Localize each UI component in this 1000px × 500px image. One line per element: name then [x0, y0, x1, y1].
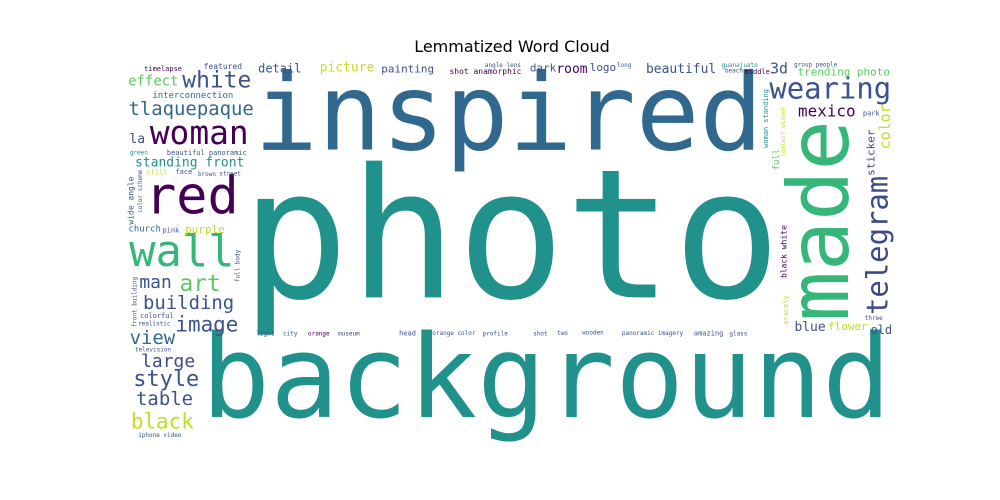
- word-brown: brown: [198, 171, 216, 178]
- word-white: white: [182, 68, 251, 94]
- word-full: full: [772, 149, 782, 171]
- word-painting: painting: [381, 62, 434, 75]
- word-still: still: [146, 168, 167, 176]
- word-3d: 3d: [770, 59, 788, 77]
- word-inspired: inspired: [254, 52, 763, 175]
- word-middle: middle: [745, 68, 770, 76]
- word-trending-photo: trending photo: [798, 66, 890, 79]
- word-effect: effect: [128, 74, 178, 90]
- word-two: two: [557, 330, 568, 337]
- word-photo: photo: [241, 131, 781, 340]
- word-wooden: wooden: [582, 330, 604, 337]
- word-detail: detail: [258, 61, 301, 75]
- word-beautiful-panoramic: beautiful panoramic: [167, 149, 247, 157]
- word-room: room: [556, 62, 587, 77]
- word-park: park: [863, 110, 881, 118]
- word-face: face: [175, 168, 192, 176]
- word-logo: logo: [590, 61, 616, 74]
- word-front-building: front building: [131, 277, 138, 328]
- word-style: style: [133, 367, 199, 392]
- word-art: art: [179, 271, 220, 297]
- word-image: image: [175, 312, 238, 336]
- word-long: long: [617, 62, 632, 69]
- word-full-body: full body: [235, 249, 242, 282]
- word-picture: picture: [320, 61, 375, 76]
- word-glass: glass: [729, 330, 747, 337]
- word-dark: dark: [530, 62, 557, 75]
- word-amazing: amazing: [694, 329, 723, 337]
- word-panoramic-imagery: panoramic imagery: [622, 330, 684, 337]
- word-interconnection: interconnection: [152, 91, 233, 101]
- word-background: background: [201, 311, 891, 445]
- word-shot-anamorphic: shot anamorphic: [449, 67, 521, 76]
- word-television: television: [135, 347, 171, 354]
- word-shot: shot: [533, 330, 548, 337]
- word-orange: orange: [308, 331, 330, 338]
- word-profile: profile: [483, 331, 509, 338]
- word-aracely: aracely: [782, 295, 790, 324]
- word-woman: woman: [150, 113, 249, 152]
- word-wide-angle: wide angle: [127, 176, 136, 224]
- word-man: man: [139, 272, 171, 293]
- chart-title: Lemmatized Word Cloud: [414, 37, 610, 56]
- word-light: light: [256, 330, 274, 337]
- word-group-people: group people: [794, 62, 838, 69]
- word-building: building: [143, 292, 234, 314]
- word-sticker: sticker: [864, 129, 877, 176]
- word-standing-front: standing front: [135, 155, 244, 170]
- word-head: head: [399, 329, 416, 337]
- word-street: street: [219, 171, 241, 178]
- word-beautiful: beautiful: [646, 62, 716, 77]
- word-colorful: colorful: [140, 312, 174, 320]
- word-contest-winner: contest winner: [780, 106, 787, 157]
- word-timelapse: timelapse: [144, 65, 182, 73]
- word-telegram: telegram: [861, 176, 895, 315]
- word-guanajuato: guanajuato: [722, 62, 758, 69]
- word-wall: wall: [129, 226, 235, 277]
- word-angle-lens: angle lens: [485, 62, 521, 69]
- word-woman-standing: woman standing: [762, 89, 770, 148]
- word-large: large: [141, 351, 195, 372]
- word-view: view: [130, 327, 176, 349]
- word-red: red: [145, 166, 239, 226]
- word-featured: featured: [204, 62, 243, 71]
- word-black: black: [131, 409, 194, 433]
- word-old: old: [870, 323, 892, 337]
- word-table: table: [136, 388, 193, 410]
- word-la: la: [129, 132, 145, 147]
- word-three: three: [865, 315, 883, 322]
- word-church: church: [128, 224, 160, 234]
- word-pink: pink: [162, 226, 180, 234]
- word-realistic: realistic: [138, 320, 171, 327]
- word-wearing: wearing: [769, 71, 891, 105]
- word-black-white: black white: [780, 225, 789, 278]
- word-flower: flower: [828, 320, 868, 333]
- cloud-area: [125, 60, 897, 442]
- word-blue: blue: [794, 320, 825, 335]
- word-tlaquepaque: tlaquepaque: [128, 98, 253, 120]
- word-city: city: [283, 331, 298, 338]
- word-color-scheme: color scheme: [137, 169, 144, 213]
- word-purple: purple: [185, 223, 225, 236]
- word-color: color: [876, 104, 894, 149]
- word-mexico: mexico: [798, 102, 856, 121]
- word-iphone-video: iphone video: [138, 432, 182, 439]
- word-made: made: [770, 120, 868, 322]
- word-orange-color: orange color: [432, 330, 476, 337]
- word-beach: beach: [725, 68, 743, 75]
- word-green: green: [130, 149, 148, 156]
- word-museum: museum: [338, 330, 360, 337]
